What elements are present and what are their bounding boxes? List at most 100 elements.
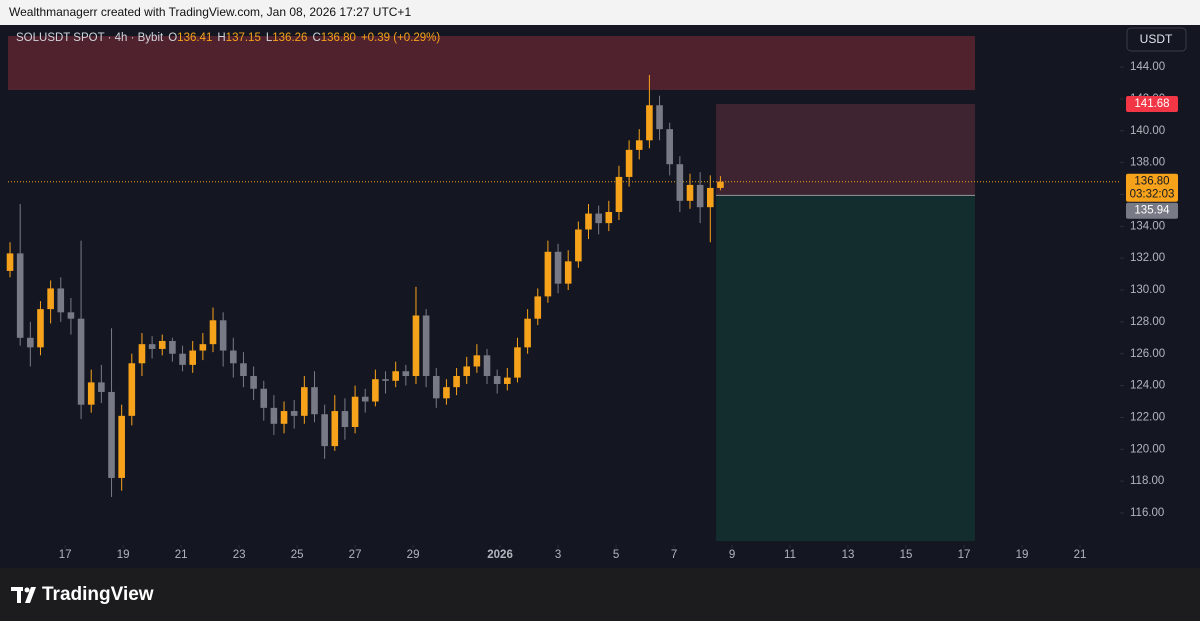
candle-body xyxy=(108,391,115,478)
candle-body xyxy=(483,355,491,377)
candle-body xyxy=(372,379,379,402)
x-tick-label: 19 xyxy=(117,549,130,561)
candle-body xyxy=(686,184,694,201)
legend-value: 137.15 xyxy=(226,32,261,44)
candle-body xyxy=(250,376,257,389)
candle-body xyxy=(676,164,684,201)
candle-body xyxy=(493,376,501,384)
stop-price-badge xyxy=(1126,95,1178,112)
legend-key: O xyxy=(168,32,177,44)
resistance-zone xyxy=(8,35,976,90)
x-tick-label: 9 xyxy=(729,549,735,561)
y-tick-label: 128.00 xyxy=(1130,316,1165,328)
x-tick-label: 11 xyxy=(784,549,796,561)
candle-body xyxy=(422,315,430,377)
candle-body xyxy=(656,105,663,130)
legend: SOLUSDT SPOT · 4h · Bybit O136.41 H137.15 L… xyxy=(16,32,440,44)
candle-body xyxy=(554,251,562,284)
candle-body xyxy=(27,337,34,348)
legend-key: H xyxy=(217,32,225,44)
candle-body xyxy=(351,396,359,427)
last-price-badge-label: 03:32:03 xyxy=(1130,189,1175,201)
y-tick-label: 132.00 xyxy=(1130,252,1165,264)
y-tick-label: 138.00 xyxy=(1130,157,1165,169)
x-tick-label: 2026 xyxy=(487,549,513,561)
legend-change: +0.39 (+0.29%) xyxy=(361,32,440,44)
candle-body xyxy=(67,312,75,319)
currency-label[interactable]: USDT xyxy=(1140,32,1173,46)
candle-body xyxy=(473,355,481,367)
candle-body xyxy=(260,388,268,408)
legend-value: 136.80 xyxy=(321,32,356,44)
candle-body xyxy=(138,344,146,364)
candle-body xyxy=(331,411,339,447)
candle-body xyxy=(443,387,450,399)
candle-body xyxy=(432,376,440,399)
candle-body xyxy=(412,315,420,377)
candle-body xyxy=(280,411,288,424)
candle-body xyxy=(534,296,542,319)
x-tick-label: 29 xyxy=(407,549,420,561)
currency-button[interactable] xyxy=(1126,27,1187,52)
stop-price-badge-label: 141.68 xyxy=(1134,98,1169,110)
x-tick-label: 25 xyxy=(291,549,304,561)
candle-body xyxy=(402,371,410,377)
plot-area xyxy=(6,35,1120,542)
x-tick-label: 17 xyxy=(958,549,971,561)
entry-price-badge xyxy=(1126,202,1178,219)
x-tick-label: 21 xyxy=(175,549,188,561)
candle-body xyxy=(77,318,85,405)
y-tick-label: 122.00 xyxy=(1130,411,1165,423)
chart-background xyxy=(0,25,1200,568)
candle-body xyxy=(605,211,613,224)
candle-body xyxy=(189,350,197,365)
y-tick-label: 140.00 xyxy=(1130,125,1165,137)
last-price-badge-label: 136.80 xyxy=(1134,176,1169,188)
candle-body xyxy=(646,105,653,141)
y-tick-label: 144.00 xyxy=(1130,61,1165,73)
candle-body xyxy=(514,347,521,378)
footer-logo-icon xyxy=(11,587,36,603)
header-text: Wealthmanagerr created with TradingView.… xyxy=(9,5,411,19)
last-price-badge xyxy=(1126,173,1178,202)
candle-body xyxy=(564,261,572,284)
candle-body xyxy=(463,366,471,377)
legend-key: L xyxy=(266,32,273,44)
x-tick-label: 23 xyxy=(233,549,246,561)
candle-body xyxy=(98,382,105,392)
candle-body xyxy=(321,414,328,447)
candle-body xyxy=(209,320,217,345)
y-tick-label: 116.00 xyxy=(1130,507,1164,519)
header-bar xyxy=(0,0,1200,25)
candle-body xyxy=(290,411,298,416)
x-tick-label: 15 xyxy=(900,549,913,561)
legend-value: 136.41 xyxy=(177,32,212,44)
candle-body xyxy=(696,184,704,208)
candle-body xyxy=(219,320,227,351)
legend-key: C xyxy=(312,32,320,44)
candle-body xyxy=(37,309,44,348)
y-tick-label: 120.00 xyxy=(1130,443,1165,455)
y-tick-label: 118.00 xyxy=(1130,475,1164,487)
candle-body xyxy=(595,213,602,224)
candle-body xyxy=(311,387,318,415)
candle-body xyxy=(361,396,369,402)
candle-body xyxy=(179,353,186,365)
candle-body xyxy=(169,340,176,354)
candle-body xyxy=(118,415,125,478)
x-tick-label: 3 xyxy=(555,549,561,561)
candle-body xyxy=(635,140,643,150)
position-stop-area xyxy=(716,103,976,196)
candle-body xyxy=(666,129,673,165)
footer-bar xyxy=(0,568,1200,621)
x-tick-label: 17 xyxy=(59,549,72,561)
candle-body xyxy=(615,176,623,212)
candle-body xyxy=(625,149,633,177)
candle-body xyxy=(87,382,95,405)
candle-body xyxy=(57,288,65,313)
y-tick-label: 130.00 xyxy=(1130,284,1165,296)
candle-body xyxy=(717,181,724,188)
x-tick-label: 7 xyxy=(671,549,677,561)
